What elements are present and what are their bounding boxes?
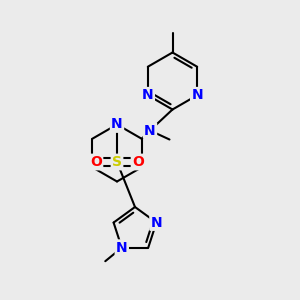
Text: N: N	[151, 215, 162, 230]
Text: N: N	[144, 124, 156, 137]
Text: N: N	[191, 88, 203, 102]
Text: N: N	[142, 88, 154, 102]
Text: S: S	[112, 155, 122, 169]
Text: N: N	[111, 118, 123, 131]
Text: O: O	[132, 155, 144, 169]
Text: N: N	[116, 241, 128, 255]
Text: O: O	[90, 155, 102, 169]
